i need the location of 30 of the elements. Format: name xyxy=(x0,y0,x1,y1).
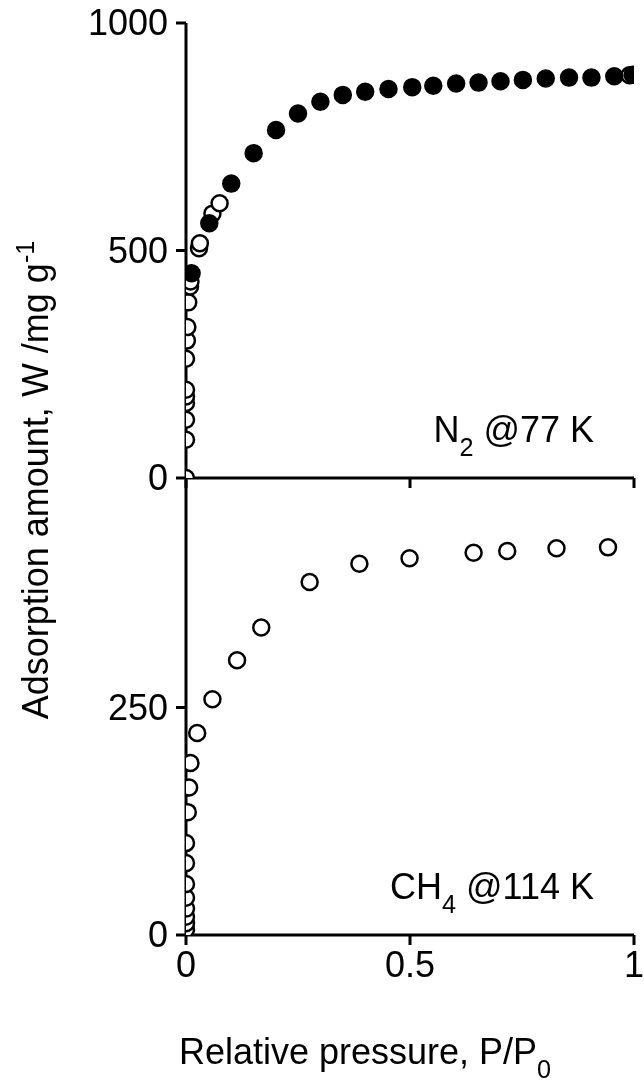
point xyxy=(491,71,510,91)
annotation: CH$_{4}$ @114 K xyxy=(390,866,594,918)
x-tick-label: 0.5 xyxy=(384,944,436,985)
point xyxy=(513,70,533,90)
point xyxy=(605,66,624,86)
x-tick-label: 0 xyxy=(175,944,197,985)
point xyxy=(244,143,263,163)
point xyxy=(446,74,466,93)
point xyxy=(288,104,308,123)
point xyxy=(582,68,601,87)
point xyxy=(424,76,443,96)
annotation: N$_{2}$ @77 K xyxy=(433,409,594,461)
point xyxy=(222,174,241,193)
point xyxy=(311,92,330,111)
point xyxy=(200,213,219,233)
y-tick-label: 500 xyxy=(107,229,168,271)
y-tick-label: 1000 xyxy=(87,2,168,43)
point xyxy=(333,85,353,105)
y-tick-label: 0 xyxy=(147,914,168,955)
x-axis-title: Relative pressure, P/P$_{0}$ xyxy=(178,1031,552,1083)
point xyxy=(559,68,579,87)
point xyxy=(469,73,488,92)
point xyxy=(355,82,375,101)
x-tick-label: 1 xyxy=(623,944,644,985)
point xyxy=(536,69,555,88)
y-tick-label: 250 xyxy=(107,686,168,728)
point xyxy=(379,79,398,99)
y-tick-label: 0 xyxy=(147,457,168,498)
point xyxy=(266,120,286,140)
point xyxy=(402,77,422,97)
